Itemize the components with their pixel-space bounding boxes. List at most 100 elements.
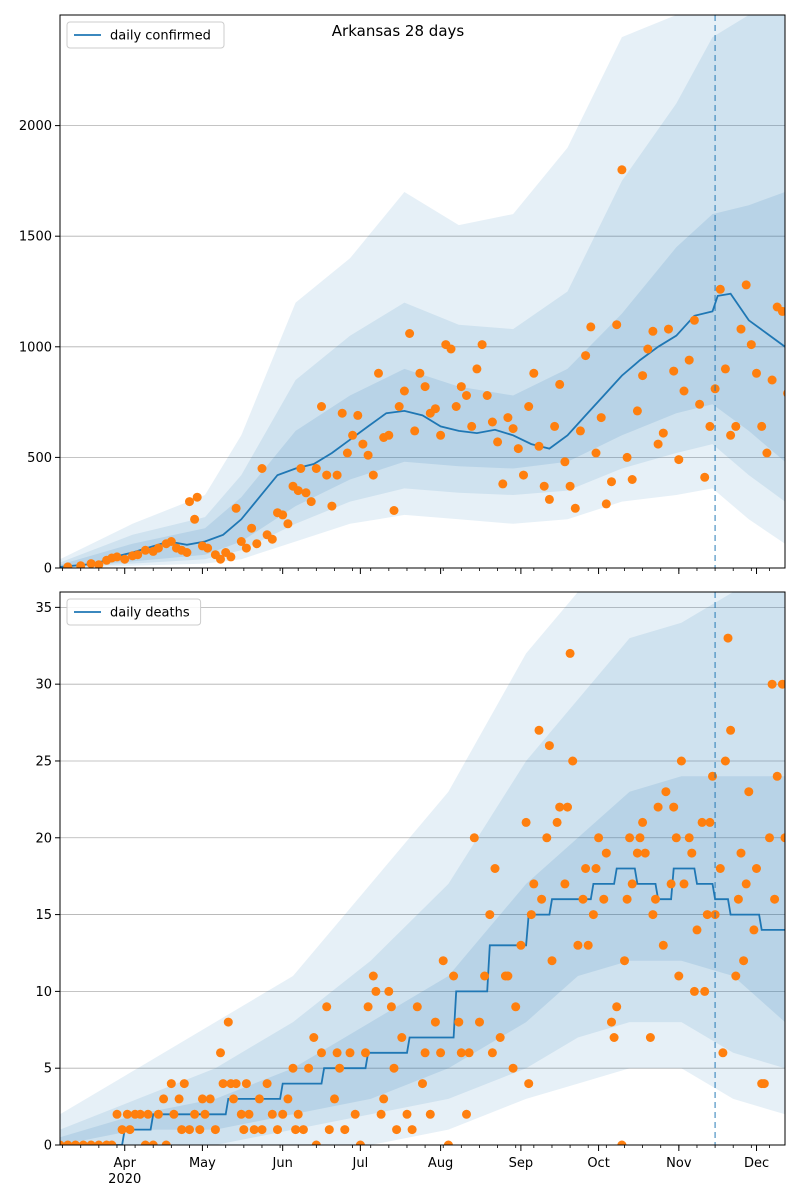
confirmed-observed-point [747, 340, 756, 349]
deaths-observed-point [503, 972, 512, 981]
confirmed-observed-point [120, 555, 129, 564]
confirmed-observed-point [793, 351, 800, 360]
deaths-observed-point [346, 1048, 355, 1057]
confirmed-observed-point [133, 550, 142, 559]
deaths-observed-point [371, 987, 380, 996]
deaths-observed-point [377, 1110, 386, 1119]
confirmed-observed-point [358, 440, 367, 449]
confirmed-observed-point [242, 544, 251, 553]
deaths-observed-point [206, 1094, 215, 1103]
deaths-observed-point [573, 941, 582, 950]
confirmed-observed-point [338, 409, 347, 418]
deaths-observed-point [283, 1094, 292, 1103]
confirmed-observed-point [757, 422, 766, 431]
deaths-observed-point [705, 818, 714, 827]
confirmed-observed-point [592, 449, 601, 458]
deaths-observed-point [628, 879, 637, 888]
deaths-observed-point [379, 1094, 388, 1103]
deaths-observed-point [744, 787, 753, 796]
deaths-observed-point [527, 910, 536, 919]
deaths-observed-point [335, 1064, 344, 1073]
confirmed-observed-point [302, 488, 311, 497]
confirmed-observed-point [783, 389, 792, 398]
confirmed-observed-point [384, 431, 393, 440]
confirmed-observed-point [431, 404, 440, 413]
deaths-observed-point [169, 1110, 178, 1119]
deaths-xtick-label: Apr [113, 1156, 136, 1171]
confirmed-observed-point [726, 431, 735, 440]
deaths-observed-point [113, 1110, 122, 1119]
deaths-observed-point [602, 849, 611, 858]
deaths-observed-point [289, 1064, 298, 1073]
deaths-observed-point [364, 1002, 373, 1011]
deaths-observed-point [175, 1094, 184, 1103]
deaths-xtick-label: Jun [272, 1156, 293, 1171]
confirmed-observed-point [185, 497, 194, 506]
deaths-observed-point [623, 895, 632, 904]
confirmed-observed-point [312, 464, 321, 473]
deaths-observed-point [796, 664, 800, 673]
confirmed-observed-point [519, 471, 528, 480]
confirmed-observed-point [327, 502, 336, 511]
confirmed-plot-area [60, 15, 800, 571]
deaths-observed-point [625, 833, 634, 842]
deaths-observed-point [263, 1079, 272, 1088]
deaths-observed-point [646, 1033, 655, 1042]
confirmed-observed-point [659, 429, 668, 438]
confirmed-observed-point [447, 345, 456, 354]
deaths-observed-point [470, 833, 479, 842]
confirmed-observed-point [633, 406, 642, 415]
confirmed-observed-point [364, 451, 373, 460]
deaths-observed-point [700, 987, 709, 996]
confirmed-observed-point [232, 504, 241, 513]
confirmed-observed-point [343, 449, 352, 458]
deaths-observed-point [589, 910, 598, 919]
deaths-observed-point [180, 1079, 189, 1088]
deaths-observed-point [731, 972, 740, 981]
deaths-observed-point [610, 1033, 619, 1042]
deaths-observed-point [177, 1125, 186, 1134]
confirmed-observed-point [695, 400, 704, 409]
deaths-observed-point [791, 941, 800, 950]
deaths-observed-point [384, 987, 393, 996]
confirmed-observed-point [643, 345, 652, 354]
deaths-observed-point [584, 941, 593, 950]
confirmed-observed-point [607, 477, 616, 486]
confirmed-observed-point [680, 387, 689, 396]
deaths-observed-point [768, 680, 777, 689]
deaths-observed-point [397, 1033, 406, 1042]
confirmed-observed-point [268, 535, 277, 544]
deaths-observed-point [581, 864, 590, 873]
deaths-observed-point [599, 895, 608, 904]
deaths-observed-point [454, 1018, 463, 1027]
deaths-xtick-label: Oct [587, 1156, 609, 1171]
deaths-observed-point [403, 1110, 412, 1119]
deaths-observed-point [309, 1033, 318, 1042]
deaths-observed-point [651, 895, 660, 904]
deaths-observed-point [123, 1110, 132, 1119]
deaths-observed-point [457, 1048, 466, 1057]
confirmed-observed-point [498, 479, 507, 488]
confirmed-ytick-label: 500 [27, 451, 52, 466]
deaths-plot-area [56, 592, 800, 1150]
confirmed-observed-point [597, 413, 606, 422]
confirmed-observed-point [226, 552, 235, 561]
deaths-observed-point [739, 956, 748, 965]
confirmed-observed-point [307, 497, 316, 506]
deaths-observed-point [462, 1110, 471, 1119]
deaths-observed-point [734, 895, 743, 904]
confirmed-observed-point [296, 464, 305, 473]
deaths-observed-point [239, 1125, 248, 1134]
confirmed-ytick-label: 1500 [19, 230, 52, 245]
confirmed-observed-point [400, 387, 409, 396]
deaths-observed-point [387, 1002, 396, 1011]
confirmed-observed-point [524, 402, 533, 411]
deaths-observed-point [299, 1125, 308, 1134]
deaths-observed-point [465, 1048, 474, 1057]
confirmed-observed-point [716, 285, 725, 294]
confirmed-observed-point [617, 165, 626, 174]
deaths-observed-point [788, 972, 797, 981]
deaths-observed-point [698, 818, 707, 827]
